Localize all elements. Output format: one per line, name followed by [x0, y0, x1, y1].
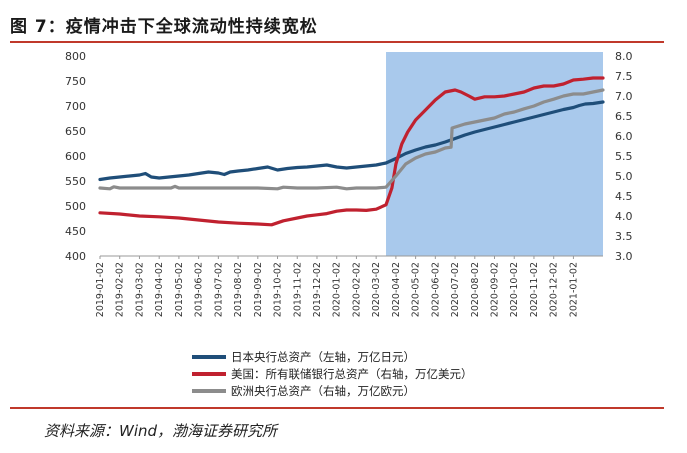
axis-layer: 400 450 500 550 600 650 700 750 800 3.0 3.5 4.0 4.5 5… — [65, 50, 633, 317]
legend-layer: 日本央行总资产（左轴，万亿日元） 美国：所有联储银行总资产（右轴，万亿美元） 欧洲央… — [192, 350, 473, 398]
left-axis-tick-label: 550 — [65, 175, 86, 188]
right-axis-tick-label: 4.0 — [615, 210, 633, 223]
right-axis-tick-label: 6.5 — [615, 110, 633, 123]
left-axis-tick-label: 800 — [65, 50, 86, 63]
right-axis-tick-label: 7.5 — [615, 70, 633, 83]
series-line-1 — [98, 100, 605, 182]
x-axis-tick-label: 2020-02-02 — [351, 262, 362, 317]
x-axis-tick-label: 2019-02-02 — [115, 262, 126, 317]
x-axis-tick-label: 2019-10-02 — [273, 262, 284, 317]
x-axis-tick-label: 2020-09-02 — [490, 262, 501, 317]
source-note: 资料来源：Wind，渤海证券研究所 — [44, 422, 278, 440]
right-axis-tick-label: 5.5 — [615, 150, 633, 163]
x-axis-tick-label: 2021-01-02 — [568, 262, 579, 317]
x-axis-tick-label: 2020-06-02 — [430, 262, 441, 317]
x-axis-tick-label: 2019-11-02 — [292, 262, 303, 317]
source-divider — [10, 407, 664, 409]
x-axis-tick-label: 2019-09-02 — [253, 262, 264, 317]
right-axis-tick-label: 3.0 — [615, 250, 633, 263]
series-line-2 — [98, 76, 605, 227]
x-axis-tick-label: 2020-03-02 — [371, 262, 382, 317]
series-line-3 — [98, 88, 605, 191]
right-axis-tick-label: 7.0 — [615, 90, 633, 103]
legend-label-1: 日本央行总资产（左轴，万亿日元） — [231, 350, 415, 364]
right-axis-tick-label: 4.5 — [615, 190, 633, 203]
legend-label-2: 美国：所有联储银行总资产（右轴，万亿美元） — [231, 367, 473, 381]
x-axis-tick-label: 2020-08-02 — [470, 262, 481, 317]
x-axis-tick-label: 2020-11-02 — [529, 262, 540, 317]
x-axis-tick-label: 2019-07-02 — [213, 262, 224, 317]
left-axis-tick-label: 750 — [65, 75, 86, 88]
legend-label-3: 欧洲央行总资产（右轴，万亿欧元） — [231, 384, 415, 398]
x-axis-tick-label: 2019-12-02 — [312, 262, 323, 317]
x-axis-tick-label: 2019-03-02 — [134, 262, 145, 317]
x-axis-tick-label: 2019-05-02 — [174, 262, 185, 317]
x-axis-tick-label: 2020-05-02 — [411, 262, 422, 317]
right-axis-tick-label: 3.5 — [615, 230, 633, 243]
x-axis-tick-label: 2020-01-02 — [332, 262, 343, 317]
x-axis-tick-label: 2019-08-02 — [233, 262, 244, 317]
x-axis-tick-label: 2020-04-02 — [391, 262, 402, 317]
x-axis-tick-label: 2020-07-02 — [450, 262, 461, 317]
right-axis-tick-label: 5.0 — [615, 170, 633, 183]
x-axis-tick-label: 2020-12-02 — [549, 262, 560, 317]
right-axis-tick-label: 6.0 — [615, 130, 633, 143]
chart-title: 图 7：疫情冲击下全球流动性持续宽松 — [10, 17, 318, 37]
left-axis-tick-label: 650 — [65, 125, 86, 138]
x-axis-tick-label: 2019-06-02 — [194, 262, 205, 317]
left-axis-tick-label: 500 — [65, 200, 86, 213]
x-axis-tick-label: 2019-04-02 — [154, 262, 165, 317]
left-axis-tick-label: 400 — [65, 250, 86, 263]
title-divider — [10, 41, 664, 43]
left-axis-tick-label: 600 — [65, 150, 86, 163]
left-axis-tick-label: 450 — [65, 225, 86, 238]
right-axis-tick-label: 8.0 — [615, 50, 633, 63]
x-axis-tick-label: 2019-01-02 — [95, 262, 106, 317]
left-axis-tick-label: 700 — [65, 100, 86, 113]
series-layer — [98, 76, 605, 227]
x-axis-tick-label: 2020-10-02 — [509, 262, 520, 317]
line-chart: 400 450 500 550 600 650 700 750 800 3.0 3.5 4.0 4.5 5… — [65, 50, 633, 398]
